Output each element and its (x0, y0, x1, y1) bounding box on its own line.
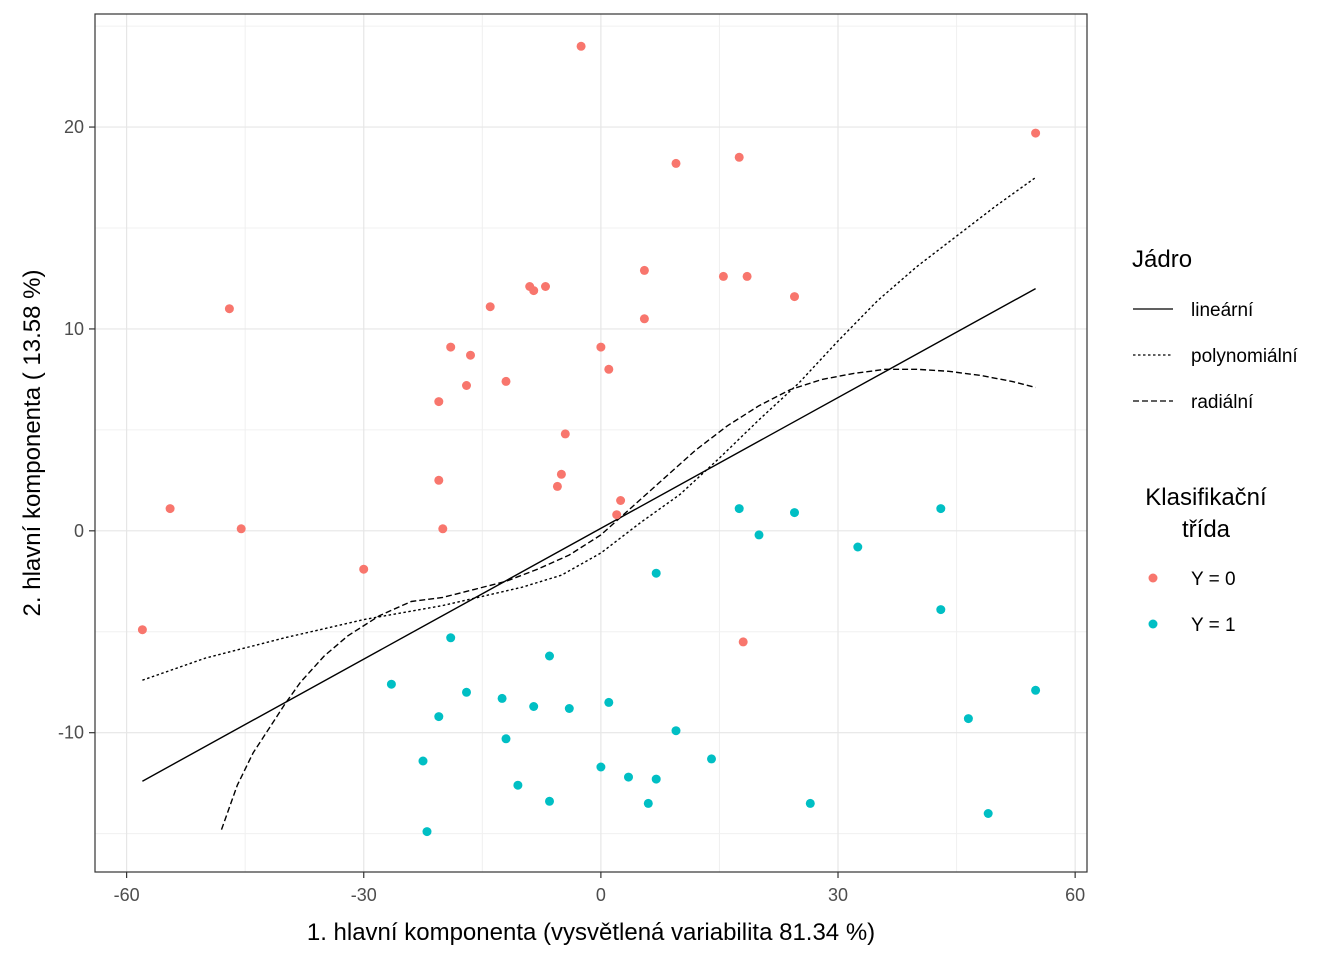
legend-label-polynomial: polynomiální (1191, 346, 1298, 367)
point-y0 (359, 564, 369, 574)
point-y0 (552, 481, 562, 491)
point-y0 (466, 350, 475, 360)
point-y1 (564, 704, 574, 713)
point-y0 (541, 282, 550, 291)
point-y1 (624, 772, 633, 782)
point-y1 (545, 796, 554, 806)
point-y0 (446, 342, 456, 352)
point-y1 (983, 809, 993, 818)
legend-label-y1: Y = 1 (1191, 615, 1236, 636)
legend-key-y0 (1148, 573, 1158, 583)
point-y1 (422, 827, 432, 837)
point-y1 (754, 530, 764, 540)
legend-kernel-title: Jádro (1132, 246, 1192, 273)
point-y0 (438, 524, 448, 534)
y-tick-label: 20 (64, 117, 84, 137)
point-y1 (936, 605, 946, 615)
legend-class-title-line1: Klasifikační (1145, 484, 1267, 511)
point-y0 (738, 637, 748, 647)
grid (95, 14, 1087, 872)
point-y0 (639, 314, 649, 324)
x-tick-label: 60 (1065, 885, 1085, 905)
point-y1 (386, 679, 396, 689)
point-y0 (529, 286, 539, 296)
point-y1 (643, 798, 653, 808)
x-tick-label: -30 (351, 885, 377, 905)
point-y1 (418, 756, 428, 766)
point-y1 (853, 542, 863, 552)
point-y1 (1031, 685, 1041, 695)
point-y1 (805, 798, 815, 808)
x-tick-label: 30 (828, 885, 848, 905)
legend-kernel: Jádro lineární polynomiální radiální (1132, 246, 1298, 413)
point-y0 (165, 504, 175, 514)
y-axis-title: 2. hlavní komponenta ( 13.58 %) (19, 270, 46, 617)
decision-boundaries (142, 176, 1037, 830)
point-y1 (545, 651, 554, 661)
panel-border (94, 13, 1088, 873)
point-y1 (434, 712, 444, 722)
y-tick-label: 10 (64, 319, 84, 339)
point-y1 (671, 726, 681, 736)
point-y1 (936, 504, 946, 514)
y-tick-label: 0 (74, 521, 84, 541)
point-y0 (556, 469, 566, 479)
point-y0 (560, 429, 570, 439)
point-y0 (462, 381, 471, 390)
point-y1 (497, 693, 507, 703)
point-y1 (529, 702, 539, 711)
point-y0 (501, 376, 511, 386)
x-tick-label: -60 (114, 885, 140, 905)
point-y0 (137, 625, 147, 635)
point-y1 (501, 734, 511, 744)
boundary-dotted (142, 176, 1037, 681)
legend-key-y1 (1148, 619, 1158, 629)
boundary-solid (142, 287, 1036, 782)
legend-label-linear: lineární (1191, 300, 1254, 321)
data-points (137, 41, 1041, 837)
point-y0 (604, 364, 614, 374)
x-tick-label: 0 (596, 885, 606, 905)
x-axis-title: 1. hlavní komponenta (vysvětlená variabi… (307, 919, 875, 946)
point-y1 (734, 504, 744, 514)
point-y0 (671, 158, 681, 168)
point-y0 (790, 292, 799, 302)
y-tick-label: -10 (58, 723, 84, 743)
point-y1 (604, 697, 614, 707)
point-y0 (576, 41, 586, 51)
boundary-dashed (220, 368, 1036, 830)
point-y1 (462, 687, 471, 697)
point-y0 (434, 475, 444, 485)
point-y0 (742, 271, 752, 281)
point-y0 (1031, 128, 1041, 138)
legend-label-radial: radiální (1191, 392, 1254, 413)
point-y1 (513, 780, 523, 790)
point-y1 (596, 762, 606, 772)
point-y0 (612, 510, 622, 520)
point-y0 (224, 304, 234, 314)
point-y1 (651, 774, 661, 784)
point-y1 (963, 714, 973, 724)
axis-ticks: -60 -30 0 30 60 -10 0 10 20 (58, 117, 1085, 905)
point-y1 (446, 633, 456, 643)
legend-class: Klasifikační třída Y = 0 Y = 1 (1145, 484, 1267, 636)
point-y0 (236, 524, 246, 534)
legend-label-y0: Y = 0 (1191, 569, 1236, 590)
point-y1 (790, 508, 799, 518)
point-y0 (734, 152, 744, 162)
point-y0 (434, 397, 444, 407)
point-y0 (718, 271, 728, 281)
point-y0 (639, 265, 649, 275)
point-y0 (616, 496, 626, 505)
point-y0 (596, 342, 606, 352)
point-y1 (707, 754, 716, 764)
legend-class-title-line2: třída (1182, 516, 1231, 543)
point-y1 (651, 568, 661, 578)
point-y0 (485, 302, 495, 312)
